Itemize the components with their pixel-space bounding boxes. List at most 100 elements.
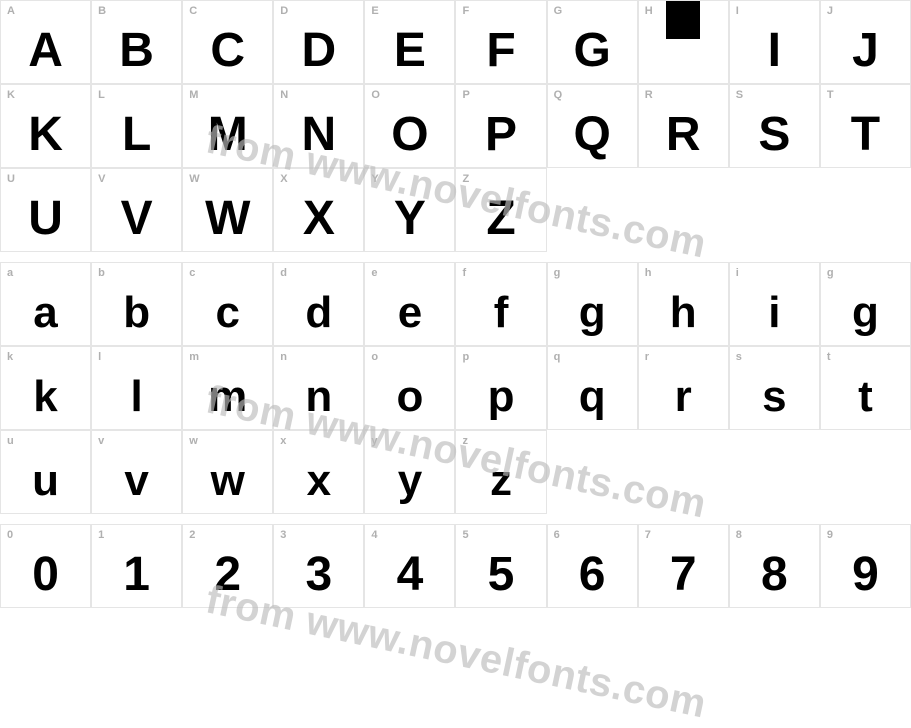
cell-key-label: 8 [736, 529, 743, 541]
glyph-cell: DD [273, 0, 364, 84]
cell-glyph: s [762, 375, 786, 419]
glyph-cell: ff [455, 262, 546, 346]
glyph-cell: RR [638, 84, 729, 168]
cell-glyph: 7 [670, 551, 697, 599]
cell-key-label: A [7, 5, 15, 17]
glyph-cell: yy [364, 430, 455, 514]
cell-key-label: Q [554, 89, 563, 101]
glyph-cell: bb [91, 262, 182, 346]
cell-key-label: U [7, 173, 15, 185]
cell-glyph: G [573, 27, 610, 75]
cell-glyph: u [32, 459, 59, 503]
cell-key-label: O [371, 89, 380, 101]
cell-glyph: 4 [397, 551, 424, 599]
cell-glyph: E [394, 27, 426, 75]
cell-glyph: p [488, 375, 515, 419]
cell-glyph: w [211, 459, 245, 503]
cell-glyph: q [579, 375, 606, 419]
glyph-cell: 66 [547, 524, 638, 608]
glyph-cell: qq [547, 346, 638, 430]
glyph-cell: OO [364, 84, 455, 168]
cell-glyph: A [28, 27, 63, 75]
glyph-cell: XX [273, 168, 364, 252]
glyph-cell: NN [273, 84, 364, 168]
cell-key-label: k [7, 351, 14, 363]
cell-key-label: d [280, 267, 287, 279]
cell-key-label: E [371, 5, 379, 17]
cell-key-label: x [280, 435, 287, 447]
glyph-cell [729, 430, 820, 514]
cell-key-label: 5 [462, 529, 469, 541]
glyph-cell: ss [729, 346, 820, 430]
cell-key-label: w [189, 435, 198, 447]
glyph-cell: zz [455, 430, 546, 514]
cell-glyph: v [124, 459, 148, 503]
cell-key-label: l [98, 351, 102, 363]
cell-key-label: T [827, 89, 834, 101]
glyph-cell: AA [0, 0, 91, 84]
glyph-cell: 11 [91, 524, 182, 608]
cell-key-label: J [827, 5, 834, 17]
cell-key-label: W [189, 173, 200, 185]
cell-key-label: 7 [645, 529, 652, 541]
cell-glyph: X [303, 195, 335, 243]
glyph-cell: aa [0, 262, 91, 346]
cell-key-label: S [736, 89, 744, 101]
cell-glyph: Y [394, 195, 426, 243]
cell-glyph: l [131, 375, 143, 419]
glyph-cell: TT [820, 84, 911, 168]
glyph-cell [820, 430, 911, 514]
cell-key-label: R [645, 89, 653, 101]
cell-key-label: r [645, 351, 650, 363]
cell-glyph: W [205, 195, 250, 243]
cell-glyph: O [391, 111, 428, 159]
cell-glyph: 5 [488, 551, 515, 599]
cell-glyph: m [208, 375, 247, 419]
glyph-cell: QQ [547, 84, 638, 168]
cell-glyph: z [490, 459, 512, 503]
cell-key-label: V [98, 173, 106, 185]
cell-glyph: J [852, 27, 879, 75]
cell-key-label: L [98, 89, 105, 101]
glyph-cell: 77 [638, 524, 729, 608]
cell-glyph: P [485, 111, 517, 159]
glyph-cell: cc [182, 262, 273, 346]
cell-glyph: B [119, 27, 154, 75]
cell-key-label: I [736, 5, 740, 17]
cell-glyph: L [122, 111, 151, 159]
cell-glyph: g [852, 291, 879, 335]
glyph-cell: dd [273, 262, 364, 346]
glyph-cell: 44 [364, 524, 455, 608]
cell-key-label: 0 [7, 529, 14, 541]
glyph-cell: pp [455, 346, 546, 430]
glyph-cell: oo [364, 346, 455, 430]
cell-key-label: C [189, 5, 197, 17]
glyph-cell: 22 [182, 524, 273, 608]
cell-key-label: 9 [827, 529, 834, 541]
cell-glyph [666, 1, 700, 49]
cell-key-label: q [554, 351, 561, 363]
glyph-cell [547, 168, 638, 252]
glyph-cell: PP [455, 84, 546, 168]
cell-key-label: P [462, 89, 470, 101]
cell-glyph: F [486, 27, 515, 75]
glyph-cell: WW [182, 168, 273, 252]
cell-key-label: 6 [554, 529, 561, 541]
cell-key-label: o [371, 351, 378, 363]
cell-glyph: 0 [32, 551, 59, 599]
cell-key-label: B [98, 5, 106, 17]
cell-glyph: x [307, 459, 331, 503]
cell-glyph: 2 [214, 551, 241, 599]
font-specimen-grid: AABBCCDDEEFFGGHIIJJKKLLMMNNOOPPQQRRSSTTU… [0, 0, 911, 608]
glyph-cell: II [729, 0, 820, 84]
glyph-cell: xx [273, 430, 364, 514]
glyph-cell: rr [638, 346, 729, 430]
row-gap [0, 252, 911, 262]
glyph-cell: CC [182, 0, 273, 84]
cell-glyph: Z [486, 195, 515, 243]
glyph-cell: nn [273, 346, 364, 430]
cell-glyph: b [123, 291, 150, 335]
glyph-cell: UU [0, 168, 91, 252]
cell-key-label: G [554, 5, 563, 17]
glyph-cell: kk [0, 346, 91, 430]
